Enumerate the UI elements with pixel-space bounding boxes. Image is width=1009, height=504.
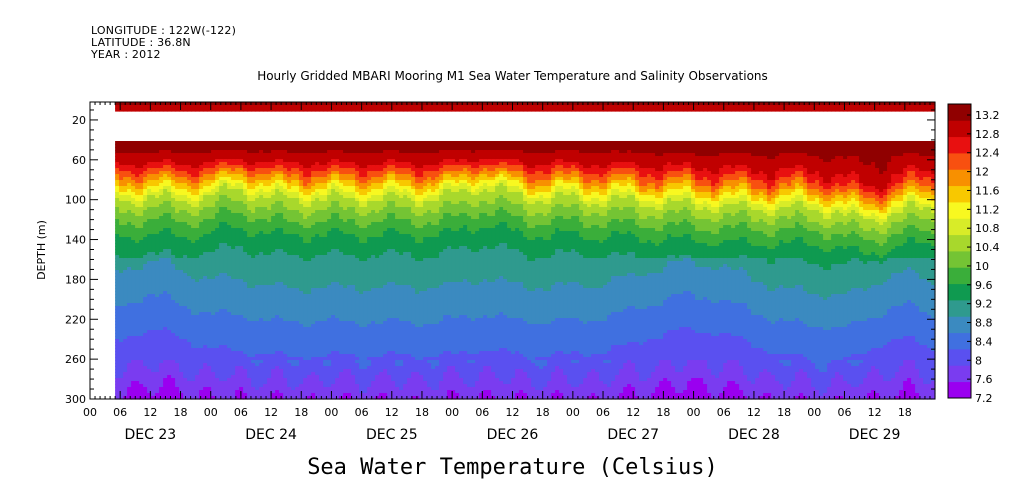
- heatmap-cell: [179, 108, 184, 112]
- heatmap-cell: [283, 108, 288, 112]
- heatmap-cell: [215, 108, 220, 112]
- heatmap-cell: [319, 108, 324, 112]
- heatmap-cell: [311, 108, 316, 112]
- heatmap-cell: [211, 108, 216, 112]
- heatmap-cell: [187, 108, 192, 112]
- heatmap-cell: [271, 108, 276, 112]
- heatmap-cell: [251, 108, 256, 112]
- heatmap-cell: [315, 108, 320, 112]
- heatmap-cell: [163, 108, 168, 112]
- heatmap-cell: [335, 108, 340, 112]
- heatmap-cell: [199, 108, 204, 112]
- heatmap-cell: [339, 108, 344, 112]
- heatmap-cell: [323, 108, 328, 112]
- heatmap-cell: [223, 108, 228, 112]
- heatmap-cell: [191, 108, 196, 112]
- heatmap-cell: [127, 108, 132, 112]
- heatmap-cell: [123, 108, 128, 112]
- heatmap-cell: [171, 108, 176, 112]
- heatmap-cell: [139, 108, 144, 112]
- heatmap-cell: [183, 108, 188, 112]
- heatmap-cell: [227, 108, 232, 112]
- heatmap-cell: [195, 108, 200, 112]
- heatmap-cell: [135, 108, 140, 112]
- heatmap-cell: [291, 108, 296, 112]
- heatmap-cell: [279, 108, 284, 112]
- heatmap-cell: [235, 108, 240, 112]
- heatmap-cell: [159, 108, 164, 112]
- heatmap-cell: [275, 108, 280, 112]
- heatmap-cell: [167, 108, 172, 112]
- heatmap-cell: [247, 108, 252, 112]
- heatmap-cell: [295, 108, 300, 112]
- heatmap-cell: [307, 108, 312, 112]
- heatmap-cell: [147, 108, 152, 112]
- heatmap-cell: [263, 108, 268, 112]
- heatmap-cell: [175, 108, 180, 112]
- heatmap-cell: [115, 108, 120, 112]
- heatmap-cell: [151, 108, 156, 112]
- heatmap-cell: [131, 108, 136, 112]
- heatmap-cell: [155, 108, 160, 112]
- heatmap-cell: [203, 108, 208, 112]
- heatmap-cell: [259, 108, 264, 112]
- heatmap-cell: [255, 108, 260, 112]
- heatmap-cell: [239, 108, 244, 112]
- heatmap-cell: [219, 108, 224, 112]
- heatmap-cells: [115, 102, 935, 400]
- heatmap-cell: [243, 108, 248, 112]
- heatmap-cell: [287, 108, 292, 112]
- heatmap-cell: [231, 108, 236, 112]
- heatmap-cell: [303, 108, 308, 112]
- heatmap-cell: [143, 108, 148, 112]
